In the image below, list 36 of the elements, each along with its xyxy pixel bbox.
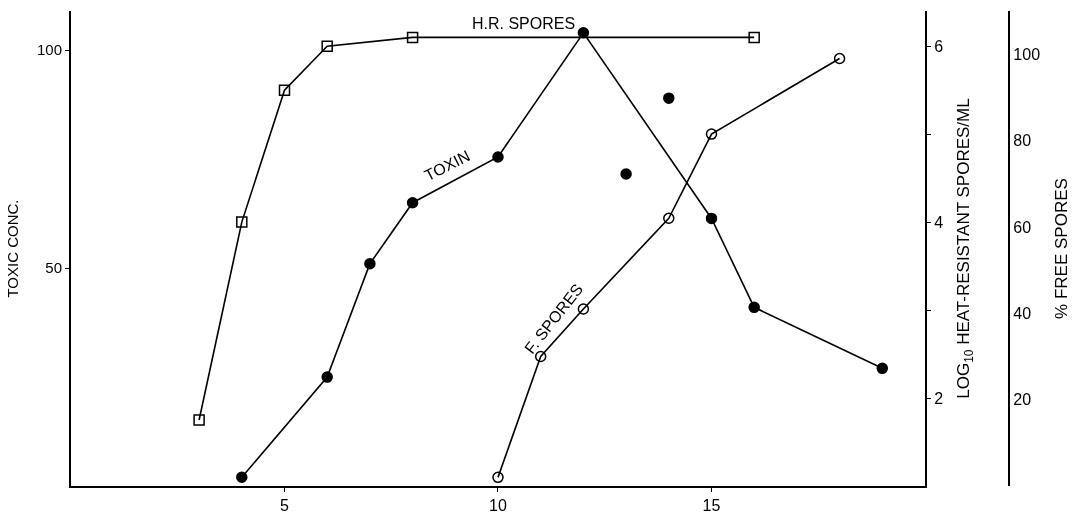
y3-tick-label: 60 xyxy=(1013,218,1032,236)
point xyxy=(876,362,889,375)
point xyxy=(577,27,590,39)
point xyxy=(748,31,760,44)
point xyxy=(492,471,504,484)
y3-tick-label: 40 xyxy=(1013,304,1032,322)
y3-tick-label: 100 xyxy=(1013,45,1041,63)
x-tick-label: 5 xyxy=(280,497,290,515)
point xyxy=(364,258,376,270)
y2-tick-label: 2 xyxy=(934,389,944,407)
point xyxy=(321,40,333,52)
point xyxy=(236,216,248,228)
point xyxy=(705,212,718,225)
point xyxy=(492,151,504,163)
y3-tick-label: 20 xyxy=(1013,391,1032,409)
y2-tick-label: 4 xyxy=(934,213,944,231)
point xyxy=(278,84,291,96)
point xyxy=(193,414,205,426)
y-tick-label: 50 xyxy=(45,259,62,277)
x-tick-label: 10 xyxy=(489,497,507,515)
y-axis-title: TOXIC CONC. xyxy=(3,199,21,298)
y3-axis-title: % FREE SPORES xyxy=(1052,178,1072,319)
x-tick-label: 15 xyxy=(702,497,721,515)
point xyxy=(748,301,760,314)
point xyxy=(705,128,718,140)
point xyxy=(406,196,419,209)
y2-tick-label: 6 xyxy=(934,37,944,55)
point xyxy=(406,31,419,44)
point xyxy=(236,471,248,484)
point xyxy=(620,168,632,180)
y3-tick-label: 80 xyxy=(1013,132,1032,150)
series-label: H.R. SPORES xyxy=(472,15,576,32)
point xyxy=(663,92,675,104)
point xyxy=(833,52,846,65)
point xyxy=(321,371,333,383)
point xyxy=(663,212,675,225)
